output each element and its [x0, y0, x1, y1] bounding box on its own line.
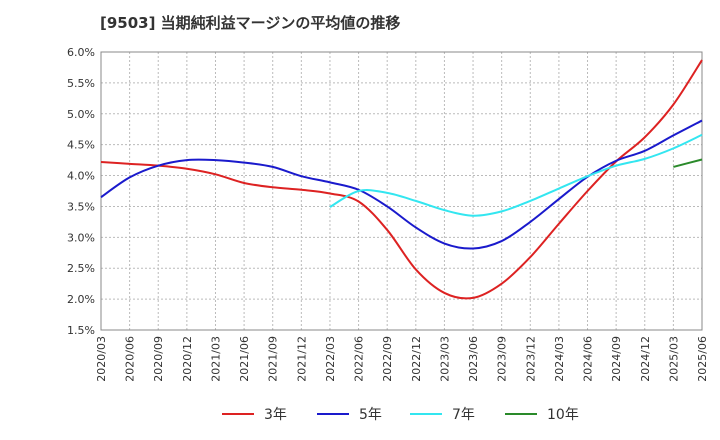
x-tick-label: 2022/09 — [381, 336, 394, 382]
x-tick-label: 2023/09 — [496, 336, 509, 382]
x-tick-label: 2023/12 — [524, 336, 537, 382]
legend-label: 3年 — [264, 407, 287, 423]
x-tick-label: 2021/12 — [295, 336, 308, 382]
x-tick-label: 2020/06 — [124, 336, 137, 382]
x-tick-label: 2021/03 — [209, 336, 222, 382]
x-tick-label: 2022/03 — [324, 336, 337, 382]
y-tick-label: 4.5% — [67, 139, 95, 152]
grid — [100, 51, 703, 331]
x-tick-label: 2022/06 — [353, 336, 366, 382]
x-tick-label: 2021/06 — [238, 336, 251, 382]
y-tick-label: 2.0% — [67, 293, 95, 306]
x-tick-label: 2020/09 — [152, 336, 165, 382]
series-lines — [100, 59, 703, 300]
legend-label: 10年 — [547, 407, 579, 423]
x-tick-label: 2021/09 — [267, 336, 280, 382]
x-tick-label: 2020/03 — [95, 336, 108, 382]
series-line-10年 — [673, 158, 703, 168]
x-tick-label: 2024/12 — [639, 336, 652, 382]
x-tick-label: 2020/12 — [181, 336, 194, 382]
legend-label: 5年 — [359, 407, 382, 423]
x-tick-label: 2023/03 — [438, 336, 451, 382]
x-tick-label: 2023/06 — [467, 336, 480, 382]
series-line-5年 — [100, 119, 703, 250]
y-tick-label: 6.0% — [67, 46, 95, 59]
chart-title: [9503] 当期純利益マージンの平均値の推移 — [100, 14, 401, 32]
y-tick-label: 1.5% — [67, 324, 95, 337]
x-tick-label: 2025/06 — [696, 336, 709, 382]
legend-label: 7年 — [452, 407, 475, 423]
series-line-7年 — [329, 133, 703, 217]
x-tick-label: 2024/09 — [610, 336, 623, 382]
y-tick-label: 5.5% — [67, 77, 95, 90]
series-line-3年 — [100, 59, 703, 300]
y-tick-label: 3.5% — [67, 200, 95, 213]
y-tick-label: 5.0% — [67, 108, 95, 121]
y-tick-label: 3.0% — [67, 231, 95, 244]
x-tick-label: 2025/03 — [667, 336, 680, 382]
plot-frame — [100, 51, 703, 331]
x-tick-label: 2024/03 — [553, 336, 566, 382]
x-axis-ticks: 2020/03 2020/06 2020/09 2020/12 2021/03 2021/… — [95, 336, 709, 382]
x-tick-label: 2022/12 — [410, 336, 423, 382]
y-tick-label: 4.0% — [67, 170, 95, 183]
y-axis-ticks: 1.5% 2.0% 2.5% 3.0% 3.5% 4.0% 4.5% 5.0% 5.5% 6.0% — [67, 46, 95, 337]
legend: 3年 5年 7年 10年 — [222, 407, 579, 423]
y-tick-label: 2.5% — [67, 262, 95, 275]
x-tick-label: 2024/06 — [582, 336, 595, 382]
